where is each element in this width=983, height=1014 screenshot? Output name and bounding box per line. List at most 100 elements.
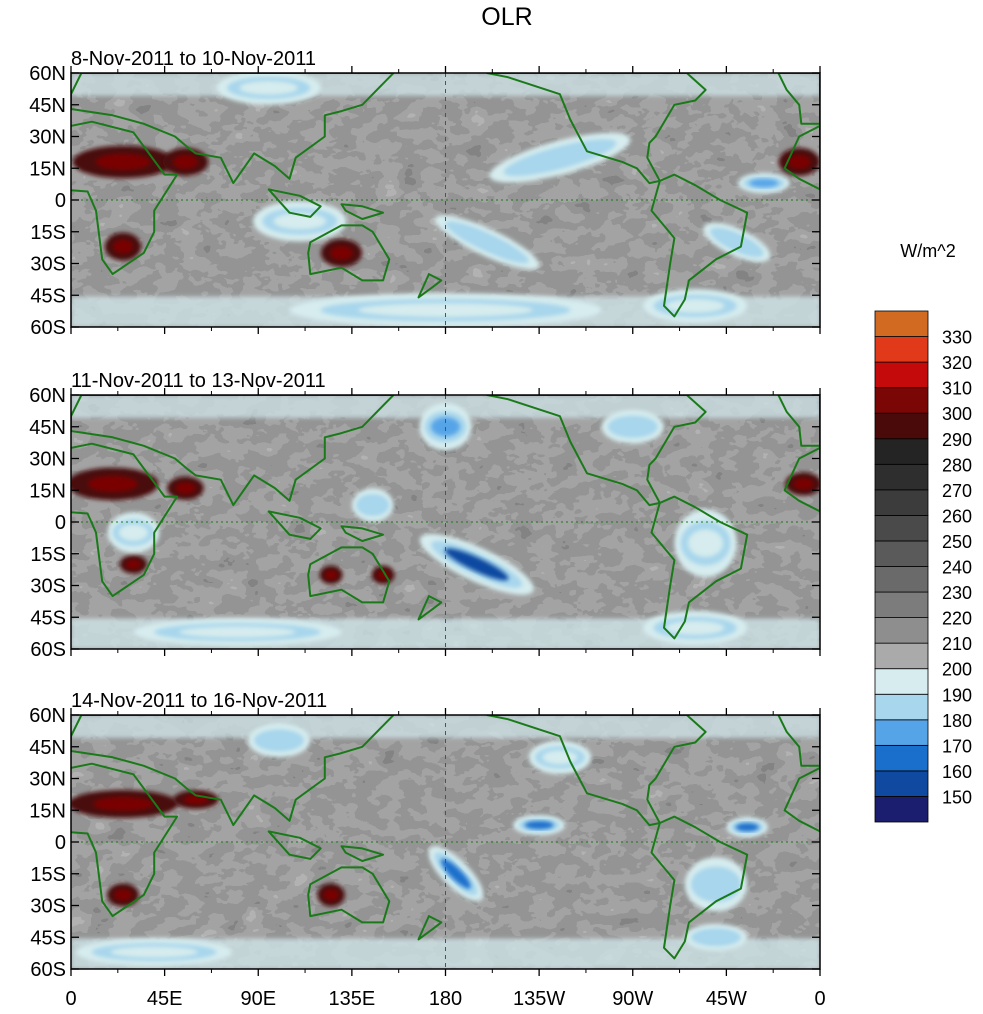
units-label: W/m^2	[900, 241, 955, 261]
high-olr-region-1	[71, 467, 159, 501]
colorbar-tick-label: 220	[942, 609, 972, 629]
y-tick-label: 60S	[30, 317, 66, 339]
high-olr-region-2	[172, 790, 219, 809]
colorbar-box	[874, 540, 929, 567]
x-tick-label: 135E	[329, 988, 376, 1010]
low-olr-region-9	[247, 723, 311, 758]
x-tick-label: 0	[814, 988, 825, 1010]
colorbar-tick-label: 300	[942, 404, 972, 424]
high-olr-region-4	[317, 883, 345, 907]
y-tick-label: 60N	[29, 385, 66, 407]
low-olr-region-7	[434, 215, 540, 270]
colorbar-tick-label: 330	[942, 328, 972, 348]
high-olr-region-5	[319, 565, 343, 585]
coastlines	[71, 395, 820, 640]
low-olr-region-11	[107, 512, 160, 553]
y-tick-label: 45S	[30, 607, 66, 629]
low-olr-region-8	[737, 172, 790, 194]
high-olr-region-2	[162, 147, 209, 176]
coastlines	[71, 73, 820, 318]
colorbar-tick-label: 320	[942, 353, 972, 373]
colorbar-box	[874, 719, 929, 746]
colorbar-box	[874, 310, 929, 337]
y-tick-label: 45N	[29, 737, 66, 759]
panel-label: 14-Nov-2011 to 16-Nov-2011	[71, 690, 327, 712]
low-olr-region-12	[643, 288, 748, 323]
y-tick-label: 15S	[30, 544, 66, 566]
colorbar-tick-label: 280	[942, 455, 972, 475]
y-tick-label: 30N	[29, 127, 66, 149]
y-tick-label: 0	[55, 190, 66, 212]
high-olr-region-6	[371, 565, 395, 585]
x-tick-label: 45E	[147, 988, 183, 1010]
x-tick-label: 90W	[612, 988, 653, 1010]
colorbar-box	[874, 668, 929, 695]
y-tick-label: 45N	[29, 417, 66, 439]
low-olr-region-7	[419, 533, 534, 595]
low-olr-region-12	[76, 938, 233, 966]
high-olr-region-2	[167, 476, 204, 500]
high-olr-region-1	[72, 145, 174, 179]
y-tick-label: 45S	[30, 927, 66, 949]
panel-label: 8-Nov-2011 to 10-Nov-2011	[71, 48, 316, 70]
y-tick-label: 0	[55, 832, 66, 854]
colorbar-tick-label: 190	[942, 685, 972, 705]
low-olr-region-6	[513, 814, 566, 836]
low-olr-region-10	[528, 740, 592, 775]
y-tick-label: 30S	[30, 254, 66, 276]
y-tick-label: 60N	[29, 705, 66, 727]
y-tick-label: 30S	[30, 576, 66, 598]
colorbar-tick-label: 240	[942, 558, 972, 578]
y-tick-label: 15N	[29, 800, 66, 822]
colorbar-box	[874, 336, 929, 363]
low-olr-region-14	[133, 618, 342, 646]
y-tick-label: 15S	[30, 222, 66, 244]
high-olr-region-5	[320, 238, 363, 267]
colorbar: 150 160 170 180 190 200 210 220 230 240 250 260 270 2…	[874, 310, 972, 823]
colorbar-tick-label: 180	[942, 711, 972, 731]
colorbar-box	[874, 489, 929, 516]
low-olr-region-8	[684, 857, 748, 912]
high-olr-region-3	[778, 147, 820, 176]
colorbar-box	[874, 796, 929, 823]
colorbar-tick-label: 170	[942, 736, 972, 756]
y-tick-label: 30N	[29, 449, 66, 471]
panels: 8-Nov-2011 to 10-Nov-201160N45N30N15N015…	[29, 48, 825, 1010]
low-olr-region-9	[601, 409, 664, 444]
low-olr-region-9	[703, 222, 771, 263]
colorbar-box	[874, 438, 929, 465]
low-olr-region-11	[684, 923, 748, 951]
colorbar-tick-label: 270	[942, 481, 972, 501]
y-tick-label: 15N	[29, 480, 66, 502]
low-olr-region-7	[726, 817, 768, 838]
y-tick-label: 15S	[30, 864, 66, 886]
x-tick-label: 135W	[513, 988, 565, 1010]
low-olr-region-6	[489, 132, 631, 183]
high-olr-region-3	[106, 883, 140, 907]
y-tick-label: 45S	[30, 285, 66, 307]
chart-title: OLR	[481, 3, 532, 31]
low-olr-region-13	[289, 293, 602, 327]
y-tick-label: 45N	[29, 95, 66, 117]
coastlines	[71, 715, 820, 960]
colorbar-tick-label: 260	[942, 506, 972, 526]
high-olr-region-4	[104, 232, 142, 261]
colorbar-tick-label: 200	[942, 660, 972, 680]
y-tick-label: 60N	[29, 63, 66, 85]
x-tick-label: 90E	[240, 988, 276, 1010]
colorbar-box	[874, 463, 929, 491]
colorbar-tick-label: 290	[942, 430, 972, 450]
colorbar-box	[874, 566, 929, 593]
colorbar-box	[874, 387, 929, 414]
colorbar-box	[874, 770, 929, 797]
colorbar-tick-label: 250	[942, 532, 972, 552]
panel-label: 11-Nov-2011 to 13-Nov-2011	[71, 370, 326, 392]
x-tick-label: 180	[429, 988, 462, 1010]
y-tick-label: 60S	[30, 639, 66, 661]
colorbar-box	[874, 744, 929, 772]
low-olr-region-13	[643, 610, 748, 645]
